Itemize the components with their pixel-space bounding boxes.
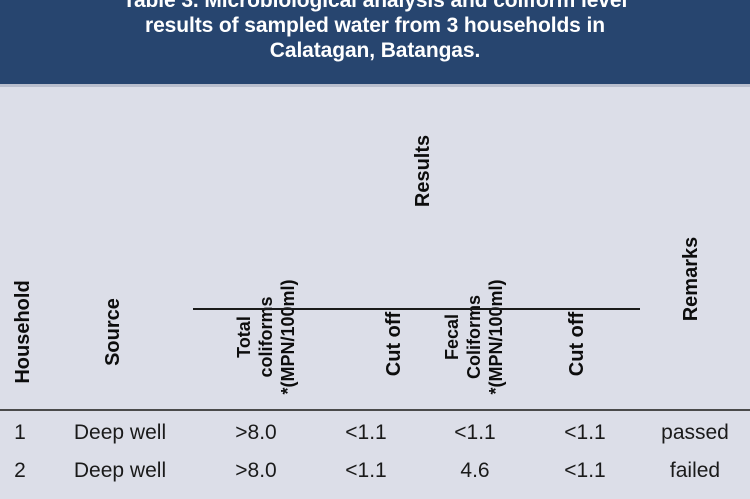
banner-underline	[0, 84, 750, 87]
cell-cut-off-1: <1.1	[345, 459, 387, 482]
cell-source: Deep well	[73, 459, 167, 482]
cell-fecal-coliforms: <1.1	[454, 421, 496, 444]
cell-remarks: failed	[669, 459, 721, 482]
table-caption: Table 3. Microbiological analysis and co…	[0, 0, 750, 63]
table-caption-line-2: results of sampled water from 3 househol…	[145, 14, 605, 37]
column-header-cut-off-1: Cut off	[383, 311, 405, 377]
column-header-remarks: Remarks	[680, 236, 702, 322]
table-caption-line-1: Table 3. Microbiological analysis and co…	[122, 0, 628, 12]
table-row: 1 Deep well >8.0 <1.1 <1.1 <1.1 passed	[0, 414, 750, 452]
cell-source: Deep well	[73, 421, 167, 444]
column-header-total-coliforms: Total coliforms *(MPN/100ml)	[234, 279, 298, 395]
header-body-separator	[0, 409, 750, 411]
table-row: 2 Deep well >8.0 <1.1 4.6 <1.1 failed	[0, 452, 750, 490]
cell-household: 1	[14, 421, 26, 444]
column-header-household: Household	[12, 280, 34, 384]
cell-cut-off-1: <1.1	[345, 421, 387, 444]
table-title-banner: Table 3. Microbiological analysis and co…	[0, 0, 750, 84]
cell-total-coliforms: >8.0	[235, 459, 277, 482]
table-body: Household Source Results Total coliforms…	[0, 87, 750, 499]
table-rows: 1 Deep well >8.0 <1.1 <1.1 <1.1 passed 2…	[0, 414, 750, 490]
cell-fecal-coliforms: 4.6	[460, 459, 490, 482]
results-group-rule	[193, 308, 640, 310]
column-header-source: Source	[102, 298, 124, 366]
cell-household: 2	[14, 459, 26, 482]
table-caption-line-3: Calatagan, Batangas.	[269, 39, 481, 62]
cell-remarks: passed	[661, 421, 729, 444]
cell-cut-off-2: <1.1	[564, 459, 606, 482]
column-header-fecal-coliforms: Fecal Coliforms *(MPN/100ml)	[442, 279, 506, 395]
cell-total-coliforms: >8.0	[235, 421, 277, 444]
column-group-header-results: Results	[412, 134, 434, 208]
column-header-cut-off-2: Cut off	[566, 311, 588, 377]
cell-cut-off-2: <1.1	[564, 421, 606, 444]
